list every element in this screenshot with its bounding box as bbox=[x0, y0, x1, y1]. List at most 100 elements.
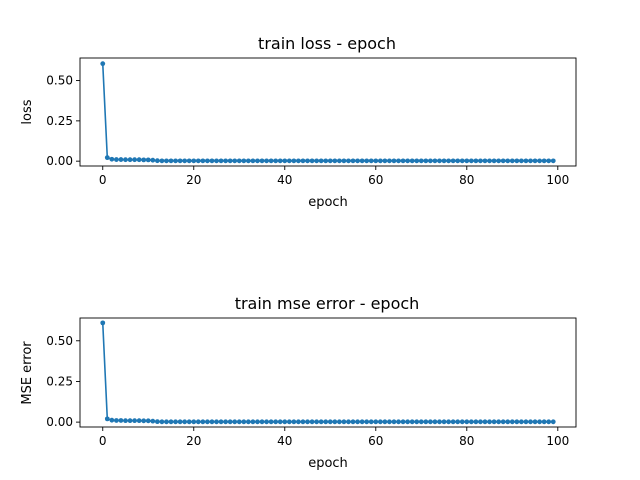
mse-chart-data-point bbox=[114, 418, 119, 423]
mse-chart-data-point bbox=[541, 419, 547, 425]
mse-chart-ytick-label: 0.50 bbox=[46, 334, 73, 348]
loss-chart-data-point bbox=[191, 158, 197, 164]
mse-chart-data-point bbox=[341, 419, 347, 425]
loss-chart-xtick-label: 20 bbox=[186, 173, 201, 187]
loss-chart-data-point bbox=[218, 158, 224, 164]
mse-chart-data-point bbox=[277, 419, 283, 425]
loss-chart-data-point bbox=[441, 158, 447, 164]
mse-chart-data-point bbox=[478, 419, 483, 425]
mse-chart-data-point bbox=[355, 419, 360, 425]
loss-chart-data-point bbox=[491, 158, 497, 164]
loss-chart-data-point bbox=[391, 158, 397, 164]
mse-chart-data-point bbox=[468, 419, 474, 425]
mse-chart-data-point bbox=[427, 419, 433, 425]
loss-chart-data-point bbox=[205, 158, 210, 164]
loss-chart-data-point bbox=[314, 158, 320, 164]
mse-chart-data-point bbox=[141, 418, 147, 424]
loss-chart-data-point bbox=[514, 158, 520, 164]
mse-chart-data-point bbox=[364, 419, 370, 425]
loss-chart-data-point bbox=[459, 158, 465, 164]
loss-chart-data-point bbox=[277, 158, 283, 164]
mse-chart-data-point bbox=[168, 419, 174, 425]
mse-chart-data-point bbox=[509, 419, 515, 425]
mse-chart-data-point bbox=[150, 418, 156, 424]
mse-chart-xlabel: epoch bbox=[308, 456, 348, 471]
mse-chart-data-point bbox=[368, 419, 374, 425]
mse-chart-plot-area bbox=[100, 320, 556, 425]
mse-chart-data-point bbox=[100, 320, 106, 326]
mse-chart-data-point bbox=[136, 418, 142, 424]
loss-chart-data-point bbox=[427, 158, 433, 164]
loss-chart-data-point bbox=[500, 158, 506, 164]
loss-chart-data-point bbox=[537, 158, 542, 164]
loss-chart-data-point bbox=[305, 158, 310, 164]
loss-chart-data-point bbox=[109, 156, 115, 162]
mse-chart-data-point bbox=[223, 419, 229, 425]
loss-chart-data-point bbox=[123, 157, 128, 163]
loss-chart-data-point bbox=[446, 158, 451, 164]
loss-chart-data-point bbox=[327, 158, 333, 164]
loss-chart-data-point bbox=[232, 158, 238, 164]
loss-chart-data-point bbox=[259, 158, 265, 164]
loss-chart-data-point bbox=[541, 158, 547, 164]
loss-chart-data-point bbox=[159, 158, 165, 164]
mse-chart-data-point bbox=[123, 418, 128, 424]
mse-chart-data-point bbox=[550, 419, 556, 425]
mse-chart-data-point bbox=[250, 419, 256, 425]
loss-chart-data-point bbox=[450, 158, 456, 164]
loss-chart-data-point bbox=[468, 158, 474, 164]
mse-chart-data-point bbox=[296, 419, 301, 425]
loss-chart-data-point bbox=[496, 158, 502, 164]
loss-chart-data-point bbox=[127, 157, 133, 163]
loss-chart-ylabel: loss bbox=[20, 99, 35, 124]
mse-chart-data-point bbox=[359, 419, 365, 425]
loss-chart-data-point bbox=[505, 158, 511, 164]
mse-chart-xtick-label: 40 bbox=[277, 434, 292, 448]
loss-chart-data-point bbox=[118, 157, 124, 162]
loss-chart-data-point bbox=[332, 158, 338, 164]
mse-chart-data-point bbox=[227, 419, 233, 425]
loss-chart-plot-area bbox=[100, 61, 556, 164]
mse-chart-data-point bbox=[200, 419, 206, 425]
loss-chart-xtick-label: 100 bbox=[546, 173, 569, 187]
mse-chart-data-point bbox=[505, 419, 511, 425]
mse-chart-data-point bbox=[514, 419, 520, 425]
mse-chart-data-point bbox=[387, 419, 392, 425]
mse-chart-axes-frame bbox=[79, 317, 577, 428]
loss-chart-data-point bbox=[437, 158, 442, 164]
mse-chart-data-point bbox=[173, 419, 178, 425]
mse-chart-data-point bbox=[286, 419, 292, 425]
loss-chart-data-point bbox=[518, 158, 524, 164]
loss-chart-data-point bbox=[355, 158, 360, 164]
loss-chart-data-point bbox=[154, 158, 160, 164]
loss-chart-data-point bbox=[478, 158, 483, 164]
mse-chart-data-point bbox=[523, 419, 529, 425]
mse-chart-data-point bbox=[214, 419, 219, 425]
loss-chart-ytick-label: 0.00 bbox=[46, 154, 73, 168]
loss-chart-data-point bbox=[318, 158, 324, 164]
loss-chart-data-point bbox=[418, 158, 424, 164]
mse-chart-xtick-label: 0 bbox=[99, 434, 107, 448]
loss-chart-data-point bbox=[382, 158, 388, 164]
loss-chart-xtick-label: 80 bbox=[459, 173, 474, 187]
mse-chart-data-point bbox=[437, 419, 442, 425]
loss-chart-axes-frame bbox=[79, 57, 577, 167]
loss-chart-data-point bbox=[114, 157, 119, 162]
loss-chart-data-point bbox=[341, 158, 347, 164]
loss-chart-data-point bbox=[195, 158, 201, 164]
loss-chart-data-point bbox=[291, 158, 297, 164]
mse-chart-data-point bbox=[473, 419, 479, 425]
loss-chart-data-point bbox=[236, 158, 242, 164]
loss-chart-data-point bbox=[387, 158, 392, 164]
mse-chart-data-point bbox=[159, 419, 165, 425]
loss-chart-data-point bbox=[209, 158, 215, 164]
mse-chart-data-point bbox=[264, 419, 269, 425]
loss-chart-data-point bbox=[309, 158, 315, 164]
loss-chart-data-point bbox=[528, 158, 533, 164]
mse-chart-data-point bbox=[164, 419, 169, 425]
mse-chart: train mse error - epoch 0 20 40 60 80 100 0.00… bbox=[20, 294, 577, 471]
loss-chart-data-point bbox=[186, 158, 192, 164]
mse-chart-data-point bbox=[423, 419, 429, 425]
loss-chart-data-point bbox=[282, 158, 288, 164]
